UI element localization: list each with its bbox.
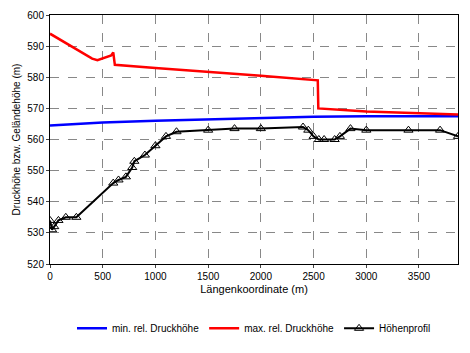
svg-text:2500: 2500 — [302, 271, 325, 282]
svg-text:500: 500 — [94, 271, 111, 282]
svg-text:Druckhöhe bzw. Geländehöhe (m): Druckhöhe bzw. Geländehöhe (m) — [11, 64, 22, 216]
svg-text:570: 570 — [27, 103, 44, 114]
svg-text:0: 0 — [47, 271, 53, 282]
svg-text:580: 580 — [27, 72, 44, 83]
svg-text:3000: 3000 — [355, 271, 378, 282]
svg-text:2000: 2000 — [250, 271, 273, 282]
svg-text:590: 590 — [27, 41, 44, 52]
svg-text:1500: 1500 — [197, 271, 220, 282]
svg-text:max. rel. Druckhöhe: max. rel. Druckhöhe — [244, 323, 334, 334]
svg-text:520: 520 — [27, 259, 44, 270]
svg-text:530: 530 — [27, 227, 44, 238]
svg-text:Längenkoordinate (m): Längenkoordinate (m) — [200, 283, 308, 295]
svg-text:Höhenprofil: Höhenprofil — [379, 323, 430, 334]
svg-text:min. rel. Druckhöhe: min. rel. Druckhöhe — [112, 323, 199, 334]
svg-text:550: 550 — [27, 165, 44, 176]
svg-text:3500: 3500 — [408, 271, 431, 282]
svg-text:540: 540 — [27, 196, 44, 207]
svg-text:600: 600 — [27, 10, 44, 21]
svg-text:1000: 1000 — [144, 271, 167, 282]
svg-text:560: 560 — [27, 134, 44, 145]
